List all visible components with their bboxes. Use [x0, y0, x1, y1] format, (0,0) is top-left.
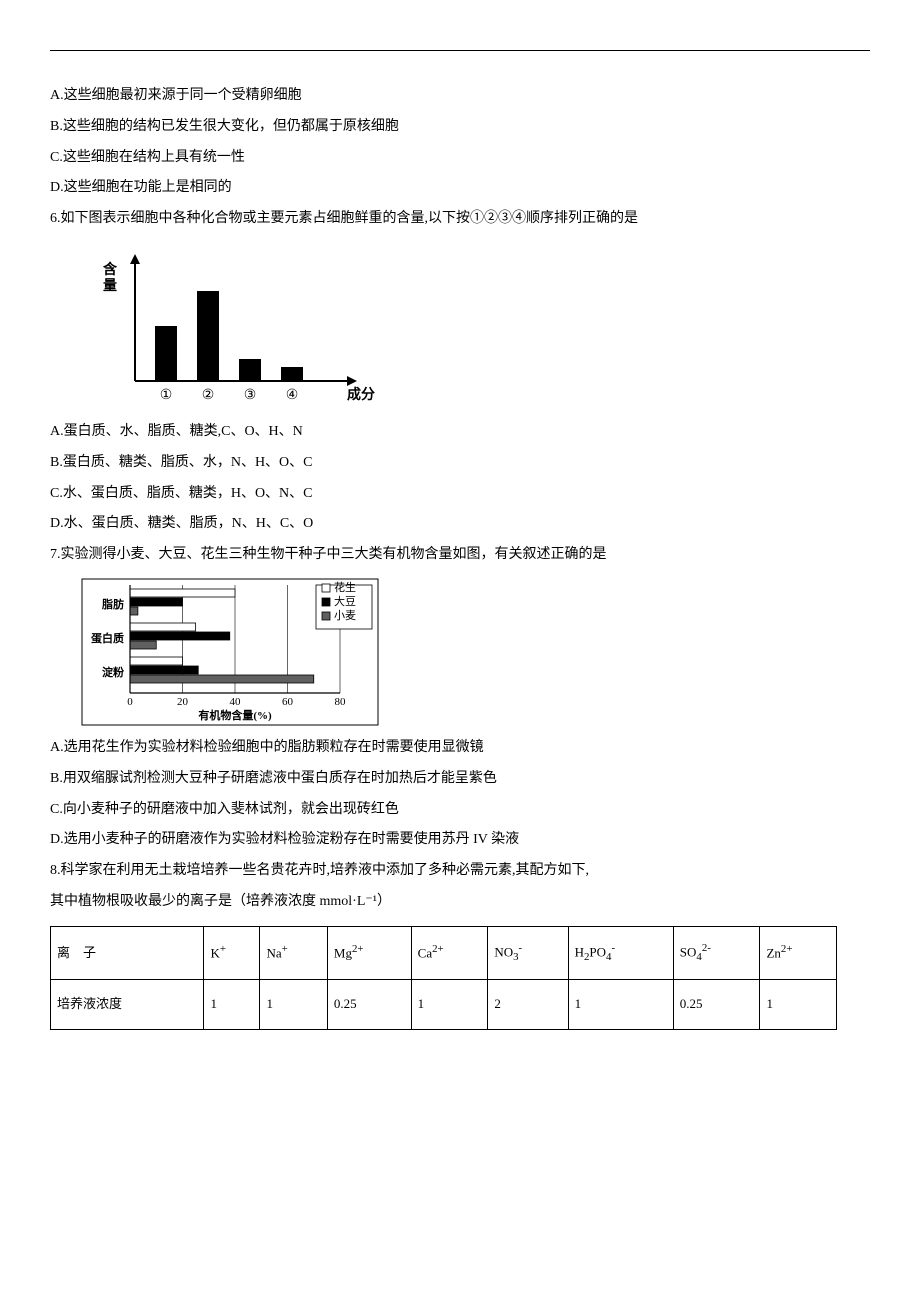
chart7-grouped-bar-figure: 0 20 40 60 80 有机物含量(%) 脂肪蛋白质淀粉 花生大豆小麦: [80, 577, 380, 727]
table-cell-conc: 0.25: [673, 980, 760, 1030]
svg-text:20: 20: [177, 696, 189, 708]
page-top-rule: [50, 50, 870, 51]
chart6-bar-figure: 含量成分 ① ② ③ ④: [80, 241, 380, 411]
svg-text:量: 量: [103, 278, 117, 294]
table-cell-ion: K+: [204, 926, 260, 980]
table-cell-ion: Ca2+: [411, 926, 488, 980]
svg-text:蛋白质: 蛋白质: [91, 631, 124, 645]
q7-option-b: B.用双缩脲试剂检测大豆种子研磨滤液中蛋白质存在时加热后才能呈紫色: [50, 764, 870, 795]
q5-option-d: D.这些细胞在功能上是相同的: [50, 173, 870, 204]
svg-text:②: ②: [202, 388, 215, 403]
svg-text:40: 40: [230, 696, 242, 708]
table-cell-conc: 1: [204, 980, 260, 1030]
svg-text:④: ④: [286, 388, 299, 403]
svg-text:80: 80: [335, 696, 347, 708]
q8-stem-line2: 其中植物根吸收最少的离子是（培养液浓度 mmol·L⁻¹）: [50, 887, 870, 918]
ion-concentration-table: 离 子K+Na+Mg2+Ca2+NO3-H2PO4-SO42-Zn2+ 培养液浓…: [50, 926, 837, 1030]
q8-stem-line1: 8.科学家在利用无土栽培培养一些名贵花卉时,培养液中添加了多种必需元素,其配方如…: [50, 856, 870, 887]
table-cell-conc: 1: [760, 980, 837, 1030]
svg-text:①: ①: [160, 388, 173, 403]
svg-text:0: 0: [127, 696, 133, 708]
q7-option-c: C.向小麦种子的研磨液中加入斐林试剂，就会出现砖红色: [50, 795, 870, 826]
q6-option-a: A.蛋白质、水、脂质、糖类,C、O、H、N: [50, 417, 870, 448]
table-cell-ion: Zn2+: [760, 926, 837, 980]
svg-text:成分: 成分: [347, 386, 375, 403]
q7-option-a: A.选用花生作为实验材料检验细胞中的脂肪颗粒存在时需要使用显微镜: [50, 733, 870, 764]
table-cell-ion: SO42-: [673, 926, 760, 980]
table-cell-conc: 1: [568, 980, 673, 1030]
svg-text:淀粉: 淀粉: [102, 665, 124, 679]
svg-text:含: 含: [103, 261, 118, 278]
q6-option-b: B.蛋白质、糖类、脂质、水，N、H、O、C: [50, 448, 870, 479]
q7-option-d: D.选用小麦种子的研磨液作为实验材料检验淀粉存在时需要使用苏丹 IV 染液: [50, 825, 870, 856]
svg-text:脂肪: 脂肪: [101, 597, 124, 611]
q7-stem: 7.实验测得小麦、大豆、花生三种生物干种子中三大类有机物含量如图，有关叙述正确的…: [50, 540, 870, 571]
table-cell-conc: 2: [488, 980, 568, 1030]
table-row-label-ion: 离 子: [51, 926, 204, 980]
q6-stem: 6.如下图表示细胞中各种化合物或主要元素占细胞鲜重的含量,以下按①②③④顺序排列…: [50, 204, 870, 235]
table-row-label-conc: 培养液浓度: [51, 980, 204, 1030]
q5-option-c: C.这些细胞在结构上具有统一性: [50, 143, 870, 174]
q5-option-a: A.这些细胞最初来源于同一个受精卵细胞: [50, 81, 870, 112]
svg-text:花生: 花生: [334, 580, 356, 594]
q5-option-b: B.这些细胞的结构已发生很大变化，但仍都属于原核细胞: [50, 112, 870, 143]
q6-option-c: C.水、蛋白质、脂质、糖类，H、O、N、C: [50, 479, 870, 510]
svg-text:60: 60: [282, 696, 294, 708]
table-cell-ion: Na+: [260, 926, 327, 980]
svg-text:大豆: 大豆: [334, 594, 356, 608]
table-cell-ion: NO3-: [488, 926, 568, 980]
table-cell-conc: 0.25: [327, 980, 411, 1030]
table-cell-ion: H2PO4-: [568, 926, 673, 980]
svg-text:有机物含量(%): 有机物含量(%): [198, 708, 272, 722]
table-cell-conc: 1: [260, 980, 327, 1030]
q6-option-d: D.水、蛋白质、糖类、脂质，N、H、C、O: [50, 509, 870, 540]
svg-text:③: ③: [244, 388, 257, 403]
svg-text:小麦: 小麦: [334, 609, 356, 622]
table-cell-ion: Mg2+: [327, 926, 411, 980]
table-cell-conc: 1: [411, 980, 488, 1030]
